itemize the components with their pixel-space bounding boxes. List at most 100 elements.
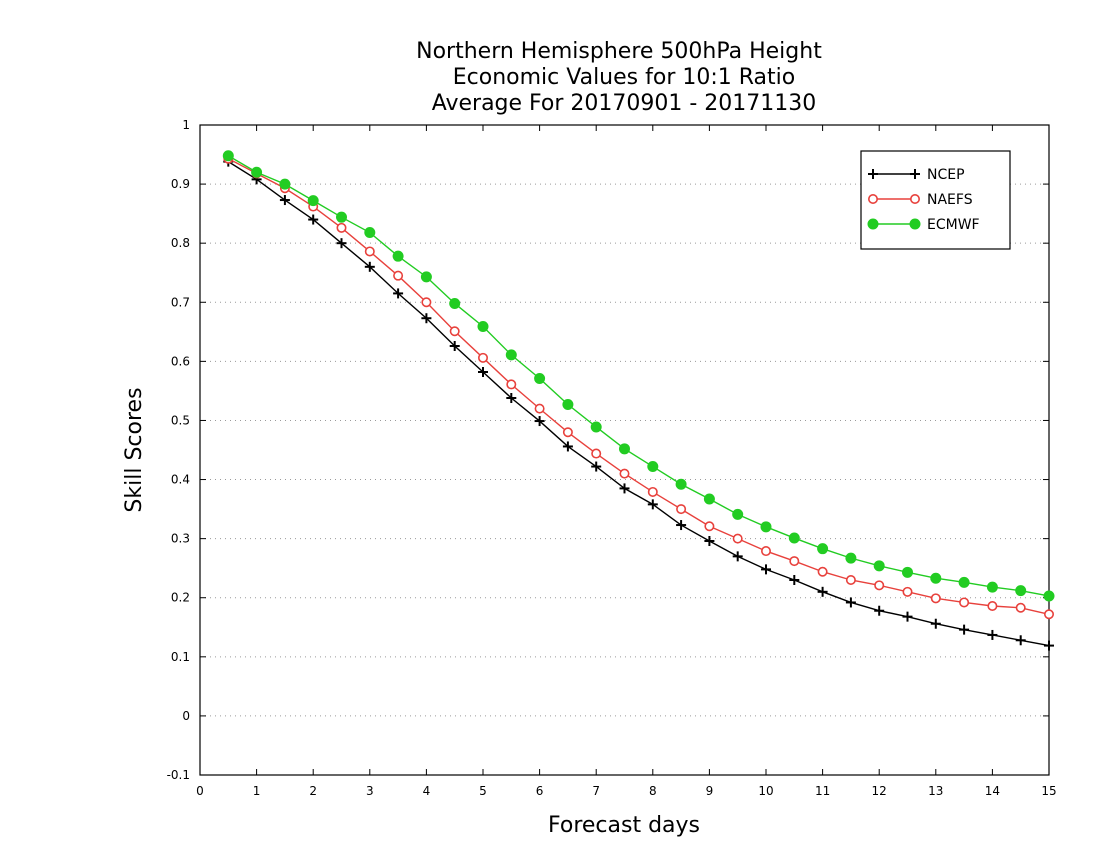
x-tick-label: 0 — [196, 784, 204, 798]
y-tick-label: 0.2 — [171, 591, 190, 605]
data-point-naefs — [704, 521, 715, 532]
data-point-naefs — [1015, 602, 1026, 613]
legend-marker-ecmwf — [867, 218, 879, 230]
legend-label-ncep: NCEP — [927, 167, 965, 183]
data-point-ncep — [591, 461, 602, 472]
legend-item-naefs: NAEFS — [867, 192, 973, 208]
x-tick-label: 12 — [872, 784, 887, 798]
data-point-ncep — [421, 313, 432, 324]
data-point-ecmwf — [307, 195, 319, 207]
data-point-ncep — [874, 605, 885, 616]
data-point-ncep — [902, 611, 913, 622]
data-point-ecmwf — [420, 271, 432, 283]
data-point-ncep — [987, 629, 998, 640]
x-tick-label: 8 — [649, 784, 657, 798]
x-axis-label: Forecast days — [548, 813, 700, 838]
data-point-ncep — [704, 536, 715, 546]
y-tick-label: 0.6 — [171, 354, 190, 368]
x-tick-label: 4 — [423, 784, 431, 798]
x-tick-label: 5 — [479, 784, 487, 798]
data-point-ecmwf — [1015, 585, 1027, 597]
x-tick-label: 2 — [309, 784, 317, 798]
x-tick-label: 15 — [1041, 784, 1056, 798]
legend-marker-ncep — [868, 169, 878, 179]
legend-marker-ncep — [910, 169, 920, 179]
legend-marker-ecmwf — [909, 218, 921, 230]
data-point-naefs — [789, 556, 800, 567]
data-point-naefs — [902, 586, 913, 597]
data-point-ncep — [789, 575, 800, 585]
series-ncep — [223, 156, 1054, 651]
data-point-ncep — [478, 367, 488, 377]
data-point-ecmwf — [760, 521, 772, 533]
data-point-ncep — [534, 416, 545, 427]
data-point-naefs — [845, 574, 856, 585]
data-point-naefs — [732, 533, 743, 544]
data-point-ecmwf — [788, 532, 800, 544]
data-point-naefs — [959, 597, 970, 608]
legend-label-naefs: NAEFS — [927, 192, 973, 208]
data-point-naefs — [364, 246, 375, 257]
legend-box — [860, 150, 1011, 250]
data-point-naefs — [562, 427, 573, 438]
y-tick-label: 0.9 — [171, 177, 190, 191]
data-point-ecmwf — [477, 321, 489, 332]
y-tick-label: -0.1 — [167, 768, 190, 782]
chart-title: Northern Hemisphere 500hPa Height Econom… — [416, 39, 822, 116]
data-point-naefs — [477, 352, 488, 363]
data-point-ecmwf — [222, 150, 234, 162]
data-point-ncep — [817, 586, 828, 597]
data-point-ncep — [676, 520, 687, 531]
y-axis-label: Skill Scores — [122, 387, 147, 512]
data-point-naefs — [817, 566, 828, 577]
data-point-ecmwf — [703, 493, 715, 505]
data-point-ecmwf — [902, 566, 913, 578]
data-point-ecmwf — [732, 508, 744, 520]
data-point-ecmwf — [817, 543, 829, 555]
y-tick-label: 0.3 — [171, 532, 190, 546]
y-tick-label: 0 — [182, 709, 190, 723]
series-layer — [222, 150, 1055, 651]
legend-marker-naefs — [909, 194, 920, 205]
data-point-naefs — [930, 593, 941, 604]
series-line-ncep — [227, 161, 1050, 647]
x-tick-label: 14 — [985, 784, 1000, 798]
data-point-naefs — [676, 504, 687, 515]
y-tick-label: 0.4 — [171, 473, 190, 487]
data-point-ecmwf — [873, 560, 885, 572]
data-point-ecmwf — [1043, 590, 1055, 602]
data-point-ecmwf — [534, 373, 546, 384]
data-point-ecmwf — [619, 443, 630, 455]
x-tick-label: 1 — [253, 784, 261, 798]
data-point-ncep — [364, 261, 375, 272]
data-point-naefs — [421, 297, 432, 308]
data-point-naefs — [619, 468, 630, 479]
data-point-ncep — [449, 341, 460, 351]
data-point-ncep — [845, 597, 856, 608]
legend-item-ecmwf: ECMWF — [867, 217, 980, 233]
data-point-ncep — [506, 393, 517, 403]
data-point-ncep — [279, 195, 290, 206]
x-tick-label: 10 — [758, 784, 773, 798]
data-point-ecmwf — [986, 581, 998, 593]
data-point-naefs — [591, 448, 602, 459]
data-point-ecmwf — [562, 399, 574, 410]
data-point-naefs — [336, 222, 347, 233]
data-point-ecmwf — [449, 297, 461, 309]
data-point-ecmwf — [505, 349, 517, 361]
x-tick-label: 6 — [536, 784, 544, 798]
data-point-ncep — [732, 551, 743, 562]
data-point-ecmwf — [958, 576, 970, 588]
y-tick-label: 0.5 — [171, 413, 190, 427]
y-tick-label: 0.8 — [171, 236, 190, 250]
data-point-ncep — [761, 564, 771, 575]
y-tick-label: 1 — [182, 118, 190, 132]
chart-title-line-1: Northern Hemisphere 500hPa Height — [416, 39, 822, 64]
data-point-ecmwf — [336, 211, 347, 223]
y-tick-label: 0.7 — [171, 295, 190, 309]
series-naefs — [223, 153, 1055, 620]
axis-ticks: -0.100.10.20.30.40.50.60.70.80.910 1 2 3 4 5 6… — [167, 118, 1057, 798]
series-ecmwf — [222, 150, 1055, 602]
data-point-naefs — [1044, 609, 1055, 620]
x-tick-label: 11 — [815, 784, 830, 798]
